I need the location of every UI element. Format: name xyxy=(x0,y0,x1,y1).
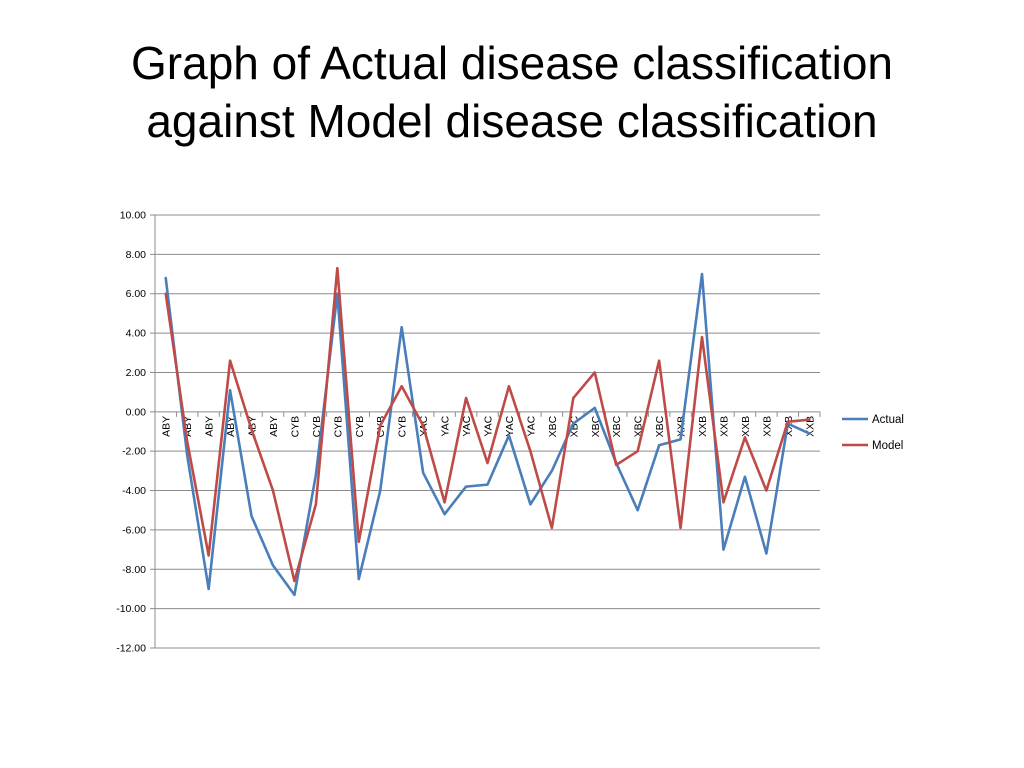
y-tick-label: -2.00 xyxy=(122,446,146,458)
y-tick-label: -10.00 xyxy=(116,603,146,615)
y-axis-tick-labels: 10.00 8.00 6.00 4.00 2.00 0.00 -2.00 -4.00 -6.00… xyxy=(116,210,146,655)
legend-label-actual: Actual xyxy=(872,414,904,426)
y-tick-label: 10.00 xyxy=(120,210,146,222)
x-tick-label: CYB xyxy=(289,416,301,438)
legend: Actual Model xyxy=(842,414,904,452)
y-tick-label: 6.00 xyxy=(126,288,147,300)
slide-title: Graph of Actual disease classification a… xyxy=(40,34,984,150)
y-tick-label: 8.00 xyxy=(126,249,147,261)
y-tick-label: 0.00 xyxy=(126,406,147,418)
series-lines xyxy=(164,266,811,597)
y-tick-label: -6.00 xyxy=(122,524,146,536)
x-tick-label: XBC xyxy=(611,415,623,437)
y-tick-label: 4.00 xyxy=(126,328,147,340)
x-tick-label: XBC xyxy=(654,415,666,437)
x-tick-label: XXB xyxy=(740,416,752,437)
y-tick-label: 2.00 xyxy=(126,367,147,379)
x-tick-label: XXB xyxy=(697,416,709,437)
title-line-1: Graph of Actual disease classification xyxy=(131,37,893,89)
x-tick-label: YAC xyxy=(525,415,537,436)
x-axis-tick-labels: ABY ABY ABY ABY ABY ABY CYB CYB CYB CYB CYB CYB YAC Y… xyxy=(161,415,817,437)
x-tick-label: YAC xyxy=(504,415,516,436)
x-tick-label: CYB xyxy=(354,416,366,438)
x-tick-label: YAC xyxy=(483,415,495,436)
x-tick-label: ABY xyxy=(161,416,173,437)
x-tick-label: ABY xyxy=(204,416,216,437)
legend-label-model: Model xyxy=(872,440,903,452)
x-tick-label: XXB xyxy=(761,416,773,437)
x-tick-label: ABY xyxy=(268,416,280,437)
y-tick-label: -4.00 xyxy=(122,485,146,497)
x-tick-label: XBC xyxy=(547,415,559,437)
x-tick-label: CYB xyxy=(397,416,409,438)
x-tick-label: CYB xyxy=(332,416,344,438)
y-tick-label: -8.00 xyxy=(122,564,146,576)
x-tick-label: YAC xyxy=(440,415,452,436)
axes xyxy=(150,214,821,649)
x-tick-label: XXB xyxy=(718,416,730,437)
y-tick-label: -12.00 xyxy=(116,643,146,655)
gridlines xyxy=(155,214,820,649)
x-tick-label: YAC xyxy=(461,415,473,436)
title-line-2: against Model disease classification xyxy=(146,95,878,147)
